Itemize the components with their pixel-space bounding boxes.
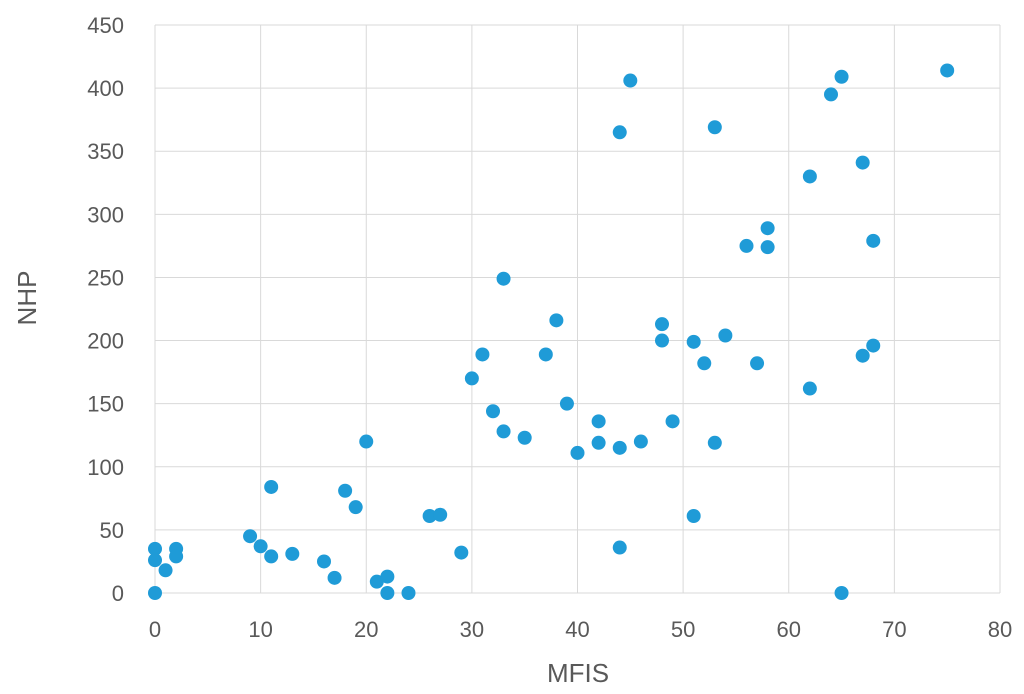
x-tick-label: 80 [988, 617, 1012, 642]
data-point [866, 338, 881, 353]
x-tick-label: 60 [777, 617, 801, 642]
data-point [739, 238, 754, 253]
y-tick-label: 400 [87, 76, 124, 101]
data-point [359, 434, 374, 449]
y-axis-tick-labels: 0 50 100 150 200 250 300 350 400 450 [87, 13, 124, 606]
data-point [475, 347, 490, 362]
data-point [686, 509, 701, 524]
data-point [538, 347, 553, 362]
x-tick-label: 50 [671, 617, 695, 642]
y-tick-label: 300 [87, 202, 124, 227]
data-point [148, 586, 162, 600]
data-point [665, 414, 680, 429]
data-point [496, 271, 511, 286]
data-point [380, 569, 395, 584]
data-point [243, 529, 258, 544]
data-point [570, 445, 585, 460]
data-point [940, 63, 955, 78]
data-point [760, 221, 775, 236]
data-point [866, 233, 881, 248]
x-tick-label: 70 [882, 617, 906, 642]
data-point [834, 69, 849, 84]
data-point [549, 313, 564, 328]
data-point [433, 507, 448, 522]
data-point [707, 120, 722, 135]
x-tick-label: 40 [565, 617, 589, 642]
y-tick-label: 100 [87, 455, 124, 480]
data-point [169, 549, 184, 564]
data-point [380, 586, 395, 600]
data-point [317, 554, 331, 569]
data-point [348, 500, 363, 515]
x-tick-label: 10 [248, 617, 272, 642]
data-point [158, 563, 173, 578]
x-axis-tick-labels: 0 10 20 30 40 50 60 70 80 [149, 617, 1012, 642]
y-tick-label: 200 [87, 329, 124, 354]
data-point [802, 381, 817, 396]
data-point [591, 414, 606, 429]
data-point [612, 440, 627, 455]
data-point [655, 317, 669, 332]
data-point [148, 541, 162, 556]
y-axis-title: NHP [12, 271, 42, 326]
data-point [253, 539, 268, 554]
data-point [855, 348, 870, 363]
data-point [591, 435, 606, 450]
data-point [612, 540, 627, 555]
x-axis-title: MFIS [547, 658, 609, 688]
data-point [454, 545, 469, 560]
data-point [718, 328, 733, 343]
data-point [697, 356, 712, 371]
data-point [559, 396, 574, 411]
x-tick-label: 20 [354, 617, 378, 642]
data-point [855, 155, 870, 170]
data-points [148, 63, 955, 600]
data-point [369, 574, 384, 589]
y-tick-label: 150 [87, 392, 124, 417]
data-point [824, 87, 838, 102]
data-point [148, 553, 162, 568]
data-point [834, 586, 849, 600]
y-tick-label: 250 [87, 265, 124, 290]
data-point [655, 333, 669, 348]
x-tick-label: 0 [149, 617, 161, 642]
x-tick-label: 30 [460, 617, 484, 642]
data-point [327, 570, 342, 585]
grid [154, 24, 1001, 594]
data-point [338, 483, 353, 498]
data-point [422, 509, 437, 524]
data-point [686, 334, 701, 349]
data-point [612, 125, 627, 140]
data-point [264, 479, 279, 494]
data-point [464, 371, 479, 386]
y-tick-label: 350 [87, 139, 124, 164]
y-tick-label: 50 [100, 518, 124, 543]
data-point [760, 240, 775, 255]
data-point [750, 356, 765, 371]
data-point [633, 434, 648, 449]
data-point [623, 73, 638, 88]
data-point [707, 435, 722, 450]
y-tick-label: 450 [87, 13, 124, 38]
data-point [401, 586, 416, 600]
data-point [264, 549, 279, 564]
y-tick-label: 0 [112, 581, 124, 606]
data-point [496, 424, 511, 439]
data-point [802, 169, 817, 184]
data-point [486, 404, 500, 419]
data-point [517, 430, 532, 445]
data-point [285, 546, 300, 561]
